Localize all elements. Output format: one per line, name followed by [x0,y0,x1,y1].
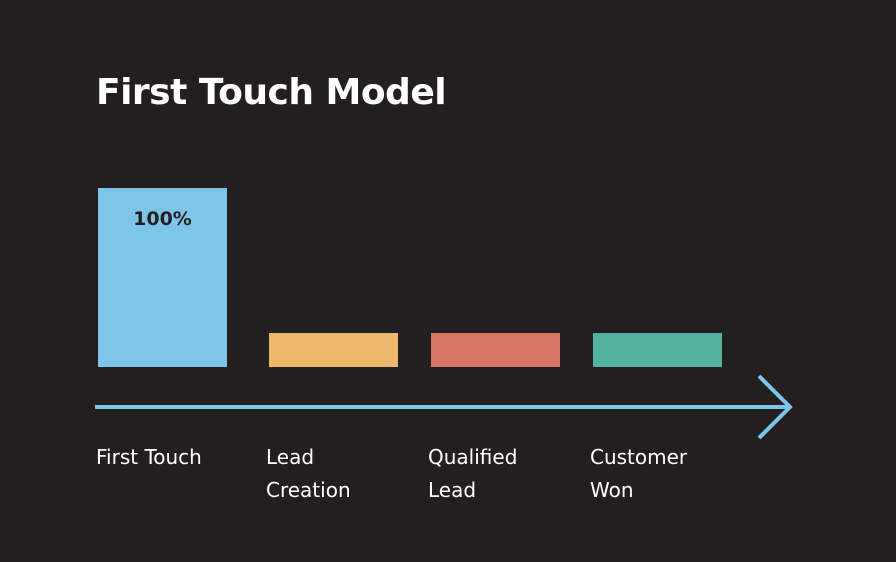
category-label: Qualified Lead [428,445,518,502]
category-label: Customer Won [590,445,688,502]
data-label: 100% [133,208,192,230]
category-label: Lead Creation [266,445,351,502]
chart-title: First Touch Model [96,72,447,113]
bar [269,333,398,367]
bar [431,333,560,367]
bar [98,188,227,367]
bar [593,333,722,367]
arrow-head-icon [757,374,793,440]
category-label: First Touch [96,445,202,469]
